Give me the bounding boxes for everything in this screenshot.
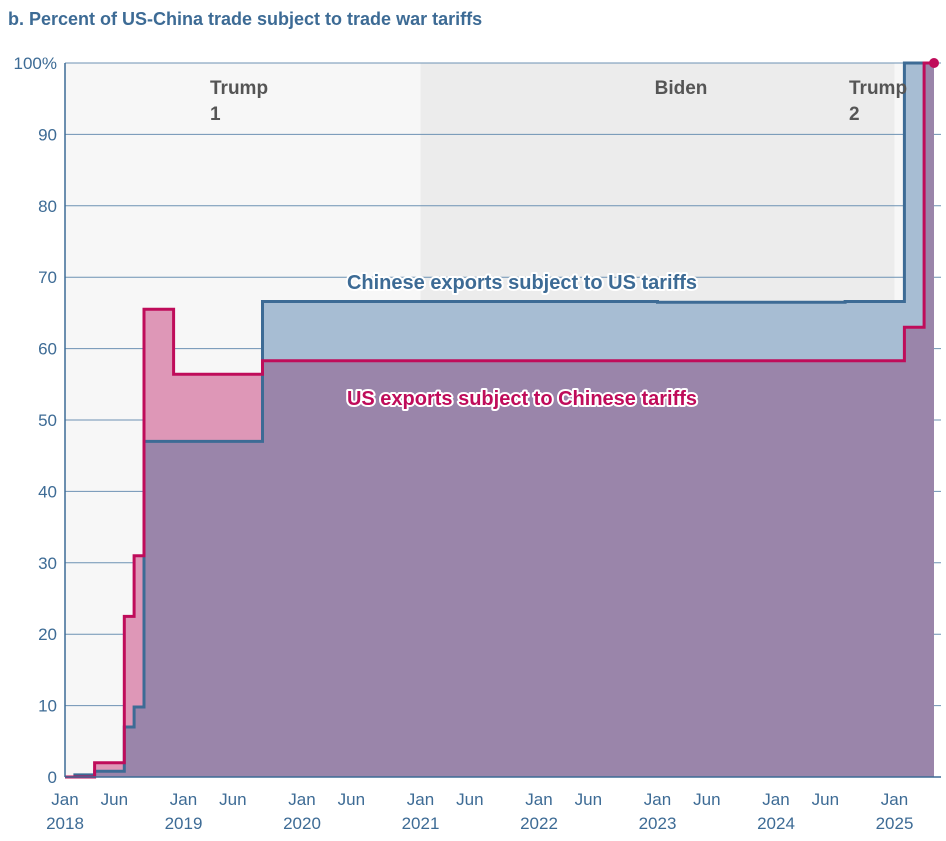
x-tick-year-2024-01: 2024 bbox=[757, 814, 795, 833]
x-tick-labels: Jan 2018 Jun Jan 2019 Jun Jan 2020 Jun Jan 2021 Jun… bbox=[46, 790, 913, 833]
x-tick-label-2024-01: Jan bbox=[762, 790, 789, 809]
series-annotation-0: Chinese exports subject to US tariffs bbox=[347, 272, 697, 294]
series-end-marker bbox=[929, 58, 939, 68]
period-label-0-0: Trump bbox=[210, 78, 268, 99]
x-tick-label-2020-01: Jan bbox=[288, 790, 315, 809]
area-overlap bbox=[65, 63, 934, 777]
series-lines bbox=[65, 58, 939, 779]
series-areas bbox=[65, 63, 934, 777]
y-tick-label-60: 60 bbox=[38, 340, 57, 359]
x-tick-year-2020-01: 2020 bbox=[283, 814, 321, 833]
x-tick-label-2021-06: Jun bbox=[456, 790, 483, 809]
y-tick-label-80: 80 bbox=[38, 197, 57, 216]
x-tick-label-2019-06: Jun bbox=[219, 790, 246, 809]
series-annotation-1: US exports subject to Chinese tariffs bbox=[347, 388, 697, 410]
y-tick-labels: 0 10 20 30 40 50 60 70 80 90 100% bbox=[14, 54, 57, 787]
y-tick-label-30: 30 bbox=[38, 554, 57, 573]
x-tick-label-2019-01: Jan bbox=[170, 790, 197, 809]
y-tick-label-100: 100% bbox=[14, 54, 57, 73]
axes bbox=[64, 63, 941, 778]
x-tick-label-2022-06: Jun bbox=[575, 790, 602, 809]
y-tick-label-50: 50 bbox=[38, 411, 57, 430]
x-tick-year-2018-01: 2018 bbox=[46, 814, 84, 833]
y-tick-label-10: 10 bbox=[38, 697, 57, 716]
period-label-2-0: Trump bbox=[849, 78, 907, 99]
y-tick-label-40: 40 bbox=[38, 482, 57, 501]
x-tick-label-2023-06: Jun bbox=[693, 790, 720, 809]
x-tick-label-2024-06: Jun bbox=[812, 790, 839, 809]
y-tick-label-70: 70 bbox=[38, 268, 57, 287]
y-tick-label-90: 90 bbox=[38, 125, 57, 144]
x-tick-year-2019-01: 2019 bbox=[165, 814, 203, 833]
period-labels: Trump 1 Biden Trump 2 bbox=[210, 78, 907, 125]
period-label-1-0: Biden bbox=[655, 78, 708, 99]
x-tick-year-2025-01: 2025 bbox=[876, 814, 914, 833]
period-label-0-1: 1 bbox=[210, 104, 221, 125]
x-tick-year-2021-01: 2021 bbox=[402, 814, 440, 833]
series-line-1 bbox=[65, 61, 934, 779]
x-tick-label-2020-06: Jun bbox=[338, 790, 365, 809]
x-tick-label-2018-06: Jun bbox=[101, 790, 128, 809]
series-annotations: Chinese exports subject to US tariffs US … bbox=[345, 270, 699, 412]
chart-title: b. Percent of US-China trade subject to … bbox=[8, 9, 483, 29]
x-tick-year-2022-01: 2022 bbox=[520, 814, 558, 833]
period-label-2-1: 2 bbox=[849, 104, 860, 125]
y-tick-label-0: 0 bbox=[48, 768, 57, 787]
x-tick-label-2021-01: Jan bbox=[407, 790, 434, 809]
x-tick-label-2018-01: Jan bbox=[51, 790, 78, 809]
x-tick-label-2025-01: Jan bbox=[881, 790, 908, 809]
x-tick-label-2023-01: Jan bbox=[644, 790, 671, 809]
x-tick-label-2022-01: Jan bbox=[525, 790, 552, 809]
x-tick-year-2023-01: 2023 bbox=[639, 814, 677, 833]
y-tick-label-20: 20 bbox=[38, 625, 57, 644]
